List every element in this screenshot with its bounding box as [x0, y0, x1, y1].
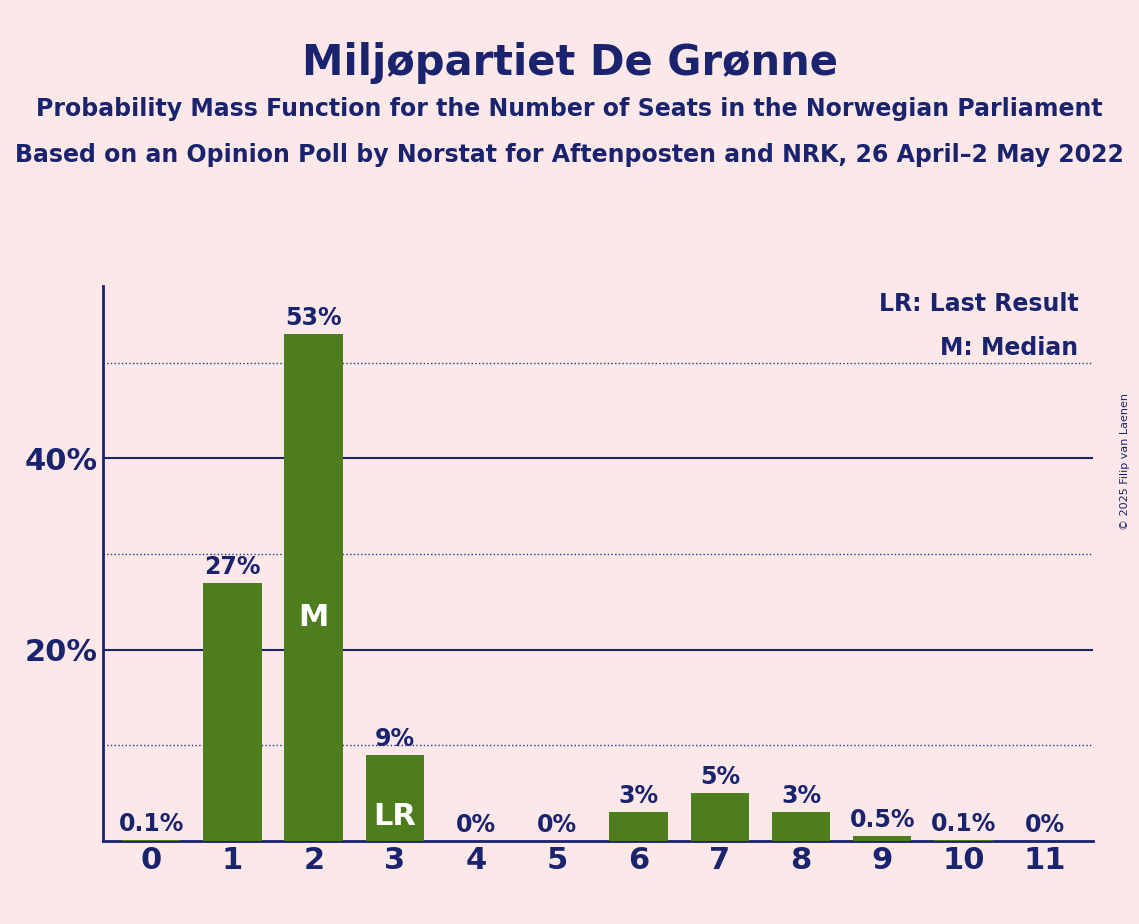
Bar: [934, 840, 993, 841]
Bar: [366, 755, 424, 841]
Bar: [690, 793, 749, 841]
Bar: [609, 812, 667, 841]
Text: M: M: [298, 603, 329, 632]
Text: 9%: 9%: [375, 727, 415, 751]
Text: 0%: 0%: [1025, 813, 1065, 837]
Text: Based on an Opinion Poll by Norstat for Aftenposten and NRK, 26 April–2 May 2022: Based on an Opinion Poll by Norstat for …: [15, 143, 1124, 167]
Text: 0.1%: 0.1%: [931, 812, 997, 836]
Text: LR: Last Result: LR: Last Result: [879, 292, 1079, 316]
Text: M: Median: M: Median: [941, 336, 1079, 360]
Text: 3%: 3%: [781, 784, 821, 808]
Text: 53%: 53%: [286, 307, 342, 331]
Text: 27%: 27%: [204, 555, 261, 579]
Bar: [285, 334, 343, 841]
Text: 0.1%: 0.1%: [118, 812, 183, 836]
Text: 3%: 3%: [618, 784, 658, 808]
Bar: [203, 583, 262, 841]
Bar: [772, 812, 830, 841]
Text: Probability Mass Function for the Number of Seats in the Norwegian Parliament: Probability Mass Function for the Number…: [36, 97, 1103, 121]
Bar: [122, 840, 180, 841]
Text: © 2025 Filip van Laenen: © 2025 Filip van Laenen: [1120, 394, 1130, 530]
Text: LR: LR: [374, 802, 417, 832]
Text: 0%: 0%: [456, 813, 497, 837]
Text: 0.5%: 0.5%: [850, 808, 915, 833]
Bar: [853, 836, 911, 841]
Text: 0%: 0%: [538, 813, 577, 837]
Text: 5%: 5%: [699, 765, 740, 789]
Text: Miljøpartiet De Grønne: Miljøpartiet De Grønne: [302, 42, 837, 83]
